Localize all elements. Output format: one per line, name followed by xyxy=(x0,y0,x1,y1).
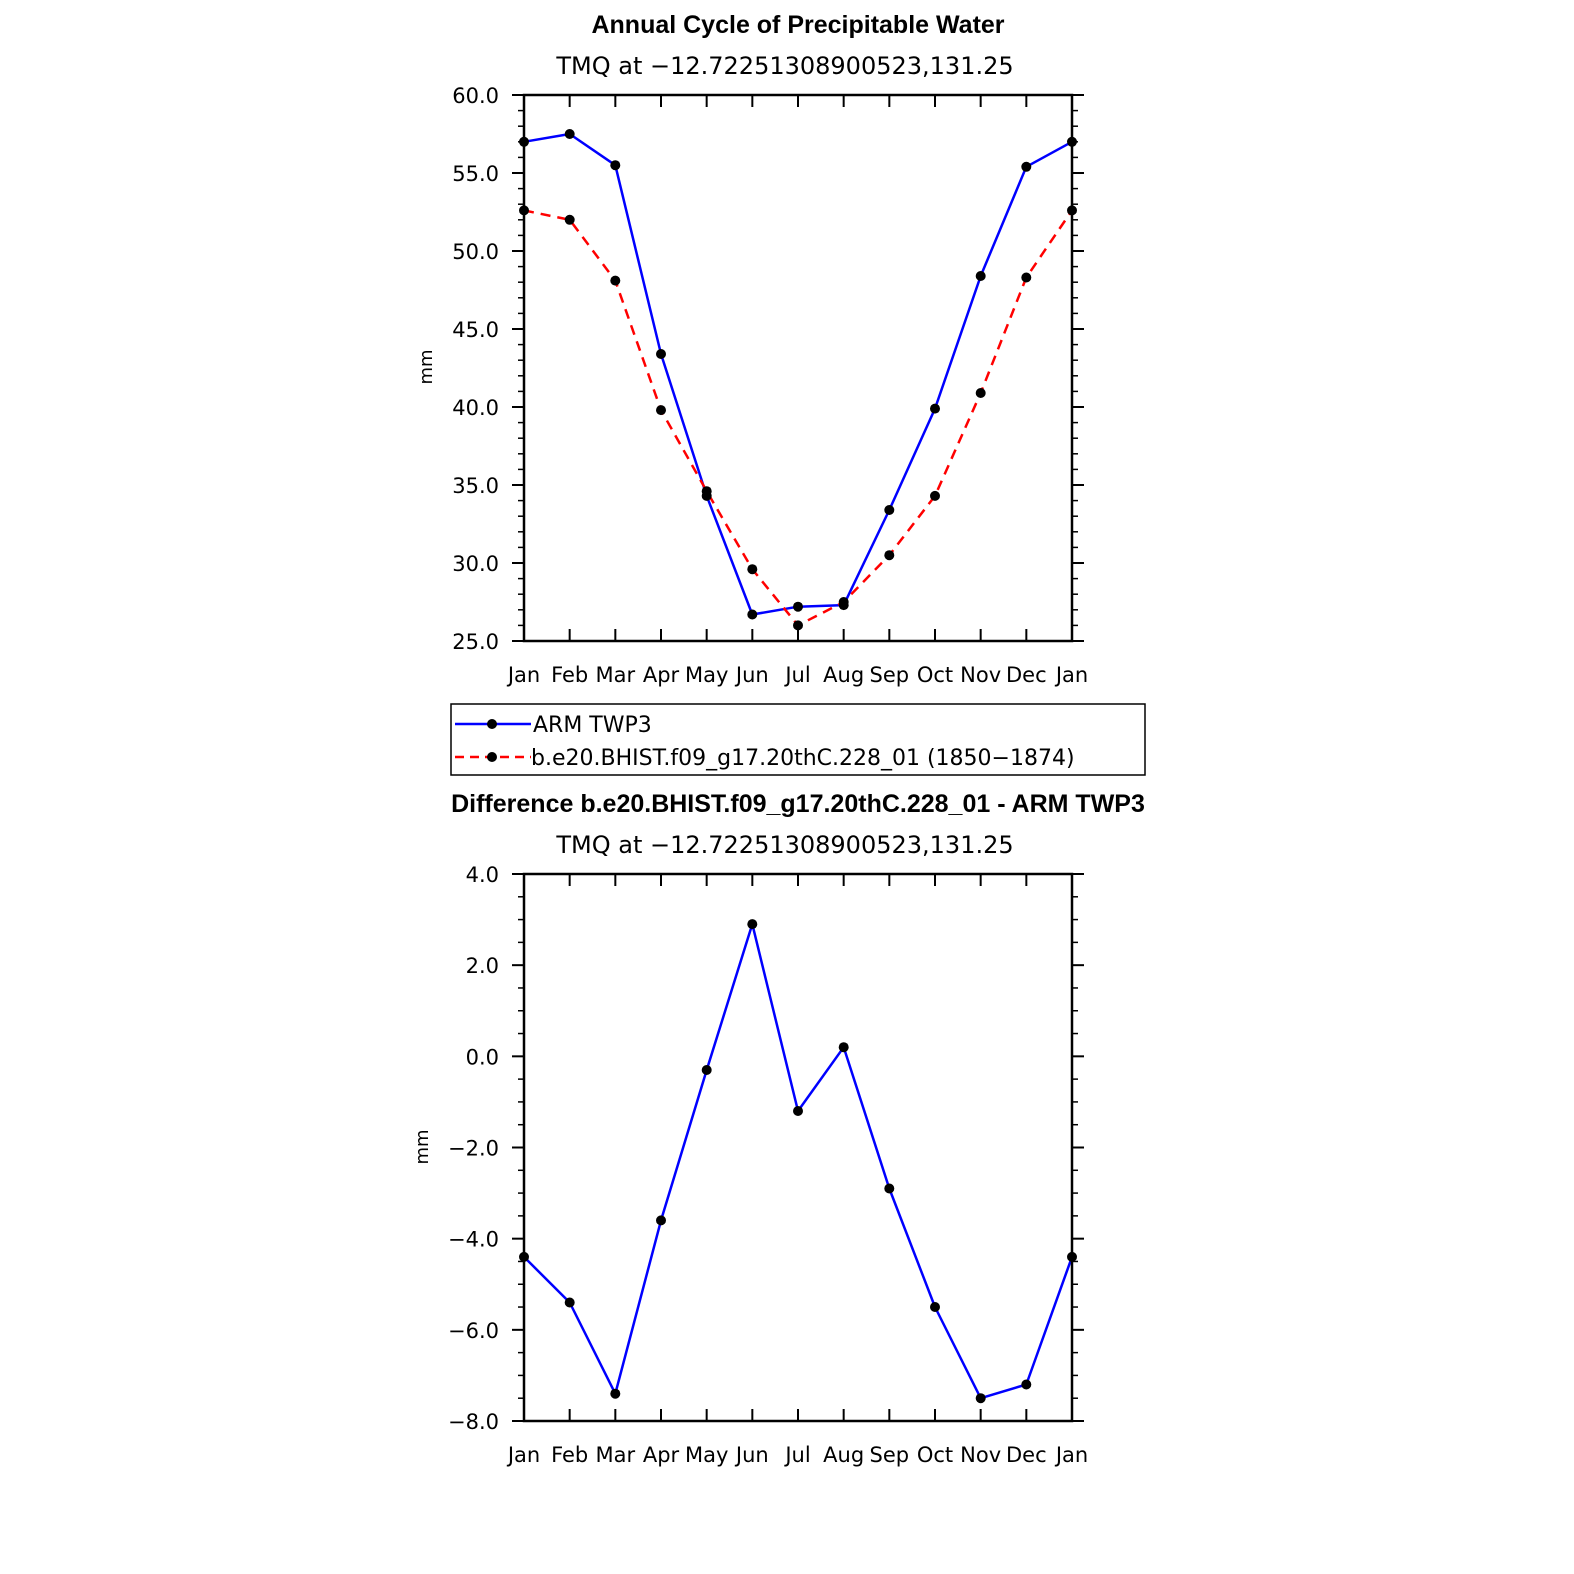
x-tick-label: Jan xyxy=(1054,663,1088,687)
x-tick-label: Mar xyxy=(596,1443,636,1467)
x-tick-label: Apr xyxy=(643,1443,680,1467)
legend-marker-arm xyxy=(487,719,497,729)
x-tick-label: Aug xyxy=(823,1443,864,1467)
x-tick-label: Mar xyxy=(596,663,636,687)
y-tick-label: −2.0 xyxy=(448,1137,499,1161)
data-point-series-1 xyxy=(975,388,986,398)
data-point-series-1 xyxy=(930,490,940,501)
data-point-series-1 xyxy=(838,597,849,607)
x-tick-label: Sep xyxy=(870,663,910,687)
legend-label-arm: ARM TWP3 xyxy=(533,713,652,738)
data-point-series-0 xyxy=(747,919,758,930)
chart-difference: Difference b.e20.BHIST.f09_g17.20thC.228… xyxy=(412,790,1145,1467)
x-tick-label: Feb xyxy=(551,663,588,687)
data-point-series-0 xyxy=(884,505,895,515)
data-point-series-0 xyxy=(930,403,940,414)
y-tick-label: −4.0 xyxy=(448,1228,499,1252)
x-tick-label: Sep xyxy=(870,1443,910,1467)
x-tick-label: Jan xyxy=(506,663,540,687)
data-point-series-0 xyxy=(610,160,621,171)
legend-marker-model xyxy=(487,752,497,762)
chart-subtitle: TMQ at −12.72251308900523,131.25 xyxy=(555,52,1013,80)
plot-frame xyxy=(522,872,1074,1423)
data-point-series-0 xyxy=(793,1106,803,1116)
chart-title: Difference b.e20.BHIST.f09_g17.20thC.228… xyxy=(451,790,1145,818)
y-tick-label: 4.0 xyxy=(466,863,499,887)
data-point-series-0 xyxy=(1021,1379,1032,1390)
y-tick-label: −6.0 xyxy=(448,1319,499,1343)
x-tick-label: Oct xyxy=(917,663,953,687)
data-point-series-1 xyxy=(747,564,758,575)
data-point-series-0 xyxy=(884,1183,895,1194)
data-point-series-0 xyxy=(610,1388,621,1399)
y-tick-label: 45.0 xyxy=(452,318,499,342)
data-point-series-1 xyxy=(564,214,575,225)
series-line-1 xyxy=(523,209,1074,627)
x-tick-label: Apr xyxy=(643,663,680,687)
chart-title: Annual Cycle of Precipitable Water xyxy=(591,11,1004,39)
x-tick-label: Nov xyxy=(960,663,1001,687)
data-point-series-1 xyxy=(656,405,666,416)
data-point-series-0 xyxy=(564,129,575,139)
y-tick-label: 0.0 xyxy=(466,1045,499,1069)
x-tick-label: Dec xyxy=(1006,663,1047,687)
data-point-series-0 xyxy=(975,1393,986,1404)
chart-annual-cycle: Annual Cycle of Precipitable Water TMQ a… xyxy=(416,11,1088,687)
chart-subtitle: TMQ at −12.72251308900523,131.25 xyxy=(555,831,1013,859)
legend-box xyxy=(450,703,1146,776)
x-tick-label: Jan xyxy=(1054,1443,1088,1467)
y-tick-label: 30.0 xyxy=(452,552,499,576)
y-tick-label: 25.0 xyxy=(452,630,499,654)
data-point-series-0 xyxy=(656,1215,666,1226)
data-point-series-1 xyxy=(793,620,803,631)
x-tick-label: May xyxy=(685,1443,728,1467)
data-point-series-0 xyxy=(701,1065,712,1075)
y-tick-label: −8.0 xyxy=(448,1410,499,1434)
data-point-series-1 xyxy=(701,486,712,497)
legend: ARM TWP3 b.e20.BHIST.f09_g17.20thC.228_0… xyxy=(450,703,1146,776)
data-point-series-0 xyxy=(930,1302,940,1312)
series-line-0 xyxy=(523,132,1073,616)
data-point-series-0 xyxy=(975,271,986,281)
y-tick-label: 50.0 xyxy=(452,240,499,264)
y-tick-label: 60.0 xyxy=(452,84,499,108)
x-tick-label: Oct xyxy=(917,1443,953,1467)
data-point-series-1 xyxy=(1021,272,1032,283)
x-tick-label: Jan xyxy=(506,1443,540,1467)
data-point-series-0 xyxy=(838,1042,849,1053)
series-line-0 xyxy=(523,922,1074,1400)
data-point-series-1 xyxy=(610,275,621,286)
x-tick-label: May xyxy=(685,663,728,687)
y-tick-label: 40.0 xyxy=(452,396,499,420)
x-tick-label: Jun xyxy=(734,1443,769,1467)
y-tick-label: 35.0 xyxy=(452,474,499,498)
x-tick-label: Jun xyxy=(734,663,769,687)
x-tick-label: Jul xyxy=(783,663,810,687)
y-tick-label: 2.0 xyxy=(466,954,499,978)
y-axis-label: mm xyxy=(412,1129,433,1164)
data-point-series-0 xyxy=(793,601,803,612)
data-point-series-0 xyxy=(656,349,666,359)
data-point-series-0 xyxy=(747,609,758,620)
plot-frame xyxy=(522,93,1074,643)
data-point-series-1 xyxy=(884,550,895,561)
x-tick-label: Aug xyxy=(823,663,864,687)
data-point-series-0 xyxy=(564,1297,575,1308)
x-tick-label: Jul xyxy=(783,1443,810,1467)
data-point-series-0 xyxy=(1021,161,1032,172)
legend-label-model: b.e20.BHIST.f09_g17.20thC.228_01 (1850−1… xyxy=(531,746,1075,771)
y-axis-label: mm xyxy=(416,349,437,384)
x-tick-label: Nov xyxy=(960,1443,1001,1467)
x-tick-label: Feb xyxy=(551,1443,588,1467)
x-tick-label: Dec xyxy=(1006,1443,1047,1467)
y-tick-label: 55.0 xyxy=(452,162,499,186)
